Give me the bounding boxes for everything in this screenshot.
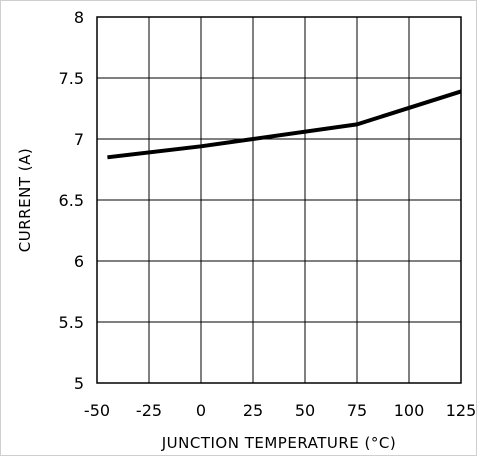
series-line [107,89,462,160]
y-tick-label: 7 [74,130,84,149]
plot-border [96,16,462,384]
series-group [107,89,462,160]
y-tick-label: 7.5 [59,69,84,88]
x-tick-label: 50 [295,401,315,420]
y-tick-label: 5.5 [59,313,84,332]
x-tick-label: -50 [84,401,110,420]
y-tick-labels: 5 5.5 6 6.5 7 7.5 8 [59,8,84,393]
y-axis-label: CURRENT (A) [16,148,34,252]
plot-area [96,16,462,384]
x-tick-labels: -50 -25 0 25 50 75 100 125 [84,401,476,420]
x-tick-label: 75 [347,401,367,420]
grid [97,17,461,383]
x-tick-label: 125 [446,401,477,420]
y-tick-label: 8 [74,8,84,27]
y-tick-label: 6.5 [59,191,84,210]
x-axis-label: JUNCTION TEMPERATURE (°C) [161,434,396,452]
x-tick-label: 25 [243,401,263,420]
y-tick-label: 6 [74,252,84,271]
x-tick-label: -25 [136,401,162,420]
x-tick-label: 0 [196,401,206,420]
y-tick-label: 5 [74,374,84,393]
x-tick-label: 100 [394,401,425,420]
